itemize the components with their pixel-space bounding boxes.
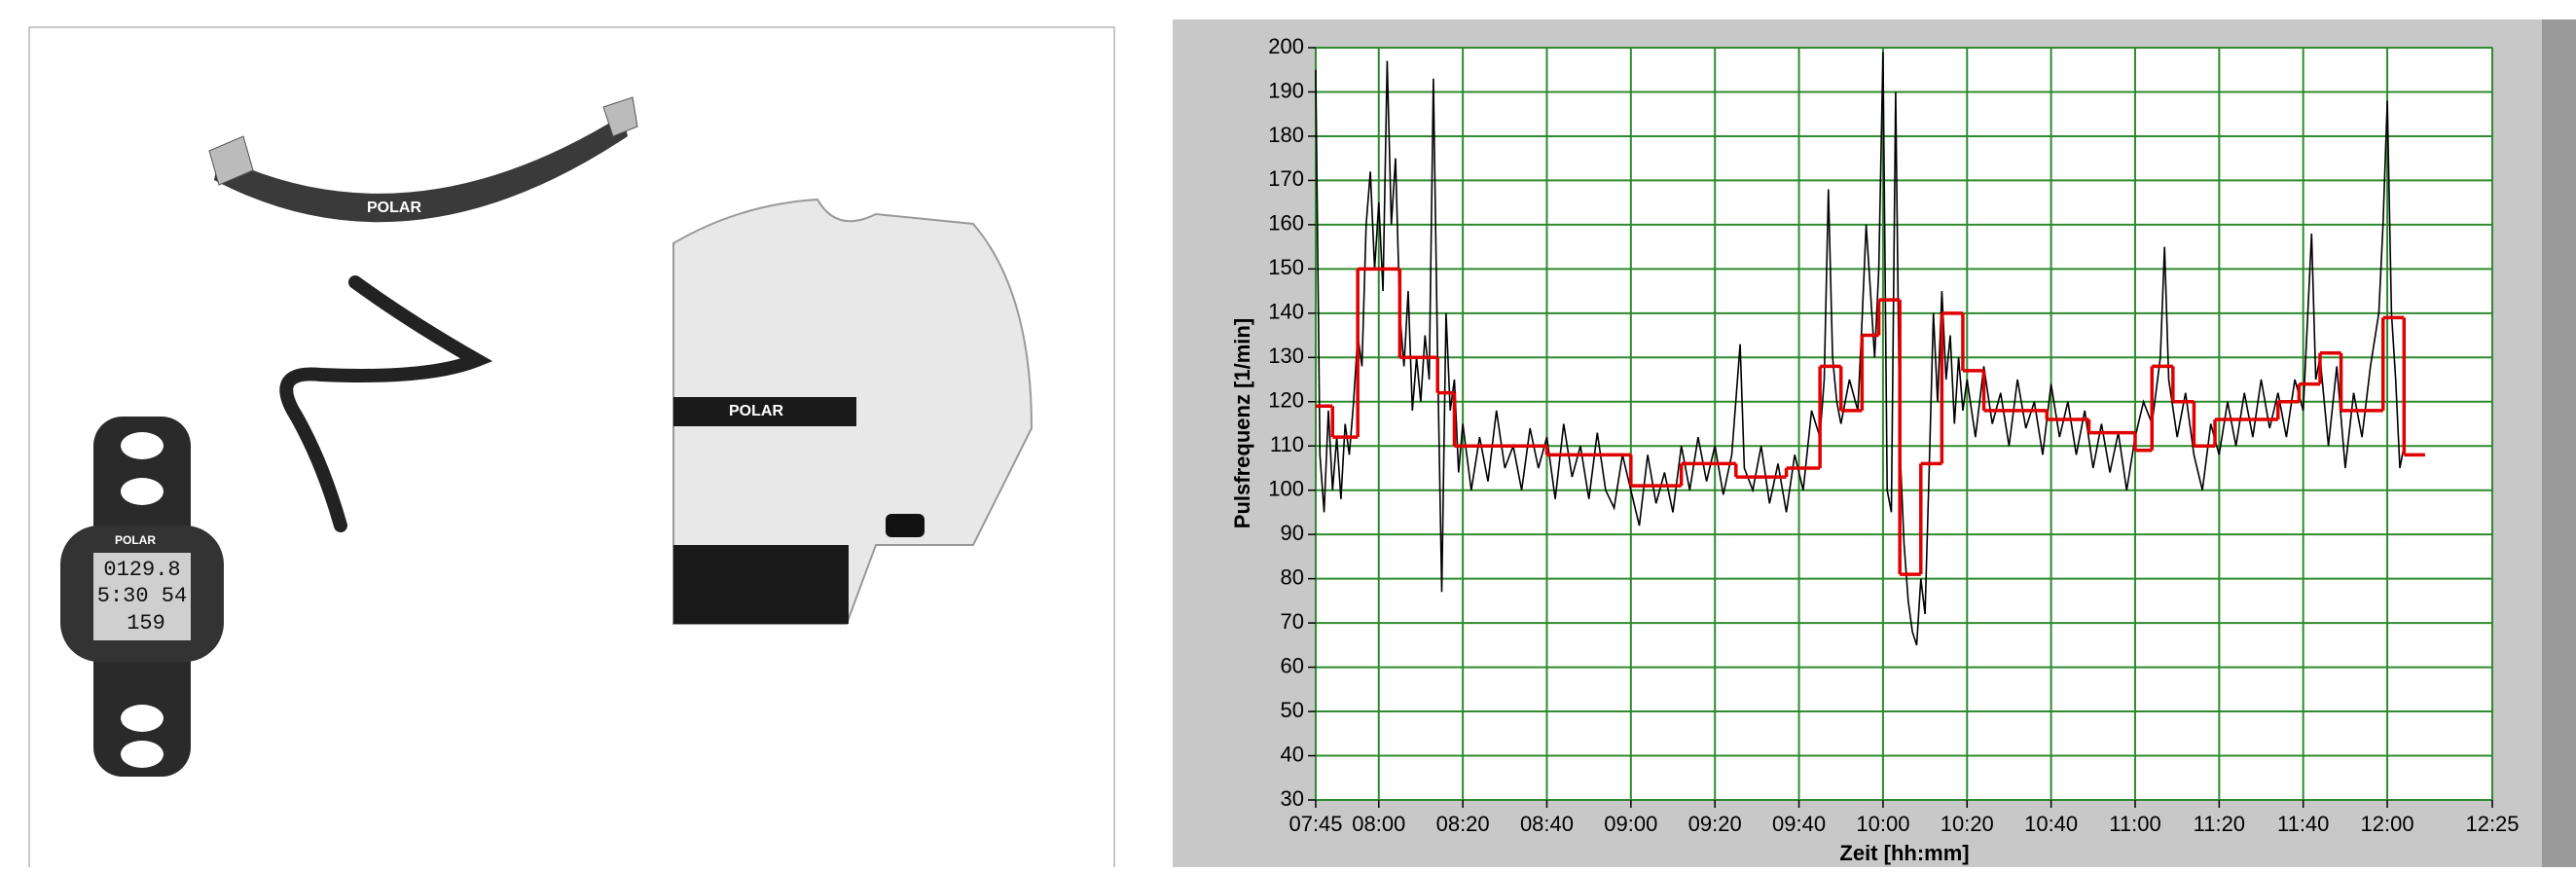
y-tick-label: 120 [1268, 388, 1304, 413]
x-tick-label: 10:20 [1941, 812, 1994, 836]
belt-logo: POLAR [729, 403, 783, 419]
y-tick-label: 200 [1268, 34, 1304, 58]
chart-frame-edge [2542, 19, 2576, 867]
y-tick-label: 70 [1281, 609, 1304, 634]
x-tick-label: 08:00 [1352, 812, 1405, 836]
x-tick-label: 12:00 [2361, 812, 2414, 836]
x-tick-label: 07:45 [1288, 812, 1342, 836]
shorts [673, 545, 849, 624]
y-tick-label: 130 [1268, 344, 1304, 368]
y-tick-label: 50 [1281, 698, 1304, 722]
strap-hole [121, 741, 163, 768]
strap-hole [121, 478, 163, 505]
y-axis-label: Pulsfrequenz [1/min] [1230, 318, 1254, 528]
page: POLAR POLAR POLAR 0129.8 5:30 54 159 Pul… [0, 0, 2576, 867]
y-tick-label: 190 [1268, 78, 1304, 102]
page-canvas: POLAR POLAR POLAR 0129.8 5:30 54 159 Pul… [0, 0, 2576, 867]
plot-area [1316, 48, 2492, 800]
x-tick-label: 11:40 [2277, 812, 2329, 836]
x-tick-label: 10:40 [2024, 812, 2078, 836]
watch-line: 5:30 54 [97, 584, 187, 608]
y-tick-label: 40 [1281, 742, 1304, 766]
y-tick-label: 170 [1268, 166, 1304, 191]
watch-line: 159 [127, 611, 165, 636]
y-tick-label: 160 [1268, 211, 1304, 236]
illustration: POLAR POLAR POLAR 0129.8 5:30 54 159 [29, 27, 1114, 867]
watch-line: 0129.8 [103, 558, 180, 582]
strap-hole [121, 432, 163, 459]
y-tick-label: 90 [1281, 521, 1304, 545]
x-tick-label: 11:00 [2109, 812, 2160, 836]
y-tick-label: 60 [1281, 653, 1304, 677]
watch-brand: POLAR [115, 533, 156, 547]
x-tick-label: 09:20 [1688, 812, 1742, 836]
x-tick-label: 09:40 [1772, 812, 1826, 836]
wrist-watch [886, 514, 925, 537]
y-tick-label: 80 [1281, 564, 1304, 589]
y-tick-label: 140 [1268, 300, 1304, 324]
y-tick-label: 30 [1281, 786, 1304, 811]
x-tick-label: 12:25 [2465, 812, 2519, 836]
strap-hole [121, 705, 163, 732]
x-tick-label: 10:00 [1856, 812, 1909, 836]
x-tick-label: 09:00 [1604, 812, 1657, 836]
y-tick-label: 180 [1268, 123, 1304, 147]
x-tick-label: 08:40 [1520, 812, 1574, 836]
strap-logo: POLAR [367, 200, 421, 216]
y-tick-label: 110 [1270, 432, 1304, 456]
y-tick-label: 100 [1268, 477, 1304, 501]
y-tick-label: 150 [1268, 255, 1304, 279]
x-tick-label: 08:20 [1436, 812, 1490, 836]
x-axis-label: Zeit [hh:mm] [1839, 841, 1969, 865]
x-tick-label: 11:20 [2194, 812, 2245, 836]
